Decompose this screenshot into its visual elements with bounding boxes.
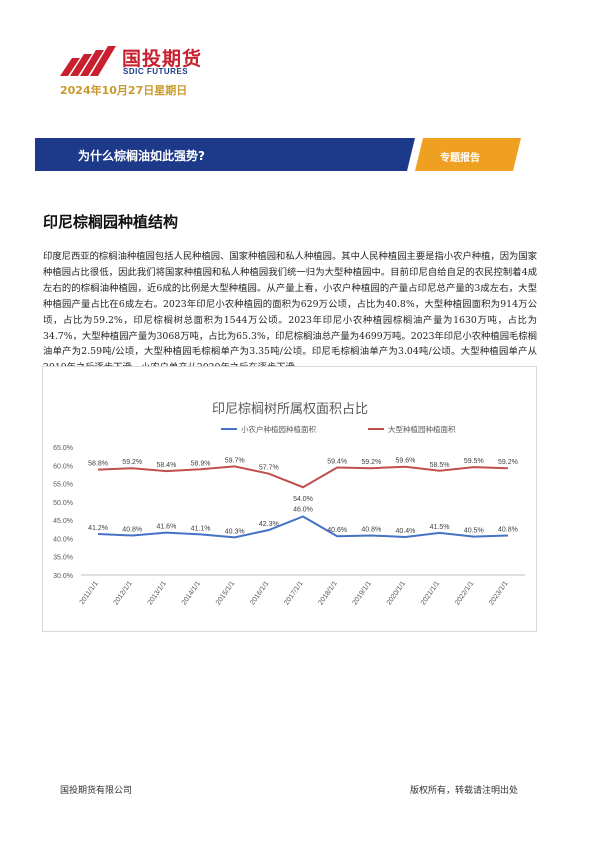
company-logo: 国投期货 SDIC FUTURES xyxy=(60,44,230,76)
report-title: 为什么棕榈油如此强势? xyxy=(78,149,205,163)
logo-chinese-name: 国投期货 xyxy=(122,48,203,70)
section-heading: 印尼棕榈园种植结构 xyxy=(43,213,179,231)
area-share-chart: 印尼棕榈树所属权面积占比小农户种植园种植面积 大型种植园种植面积 30.0% 35.0… xyxy=(42,366,537,632)
x-tick-label: 2012/1/1 xyxy=(113,580,134,606)
data-label: 59.5% xyxy=(464,458,484,465)
data-label: 40.6% xyxy=(327,527,347,534)
data-label: 42.3% xyxy=(259,521,279,528)
y-tick-label: 50.0% xyxy=(53,500,73,507)
data-label: 59.2% xyxy=(361,459,381,466)
data-label: 40.5% xyxy=(464,528,484,535)
data-label: 40.8% xyxy=(498,527,518,534)
legend-label-0: 小农户种植园种植面积 xyxy=(241,424,316,434)
y-tick-label: 65.0% xyxy=(53,445,73,452)
data-label: 40.8% xyxy=(361,527,381,534)
x-tick-label: 2021/1/1 xyxy=(420,580,441,606)
x-tick-label: 2016/1/1 xyxy=(249,580,270,606)
data-label: 59.2% xyxy=(122,459,142,466)
x-tick-label: 2023/1/1 xyxy=(488,580,509,606)
data-label: 59.2% xyxy=(498,459,518,466)
data-label: 57.7% xyxy=(259,465,279,472)
x-tick-label: 2014/1/1 xyxy=(181,580,202,606)
y-tick-label: 40.0% xyxy=(53,536,73,543)
x-tick-label: 2017/1/1 xyxy=(283,580,304,606)
report-type-tag: 专题报告 xyxy=(440,153,480,164)
footer-company: 国投期货有限公司 xyxy=(60,786,133,796)
legend-label-1: 大型种植园种植面积 xyxy=(388,424,456,434)
y-tick-label: 60.0% xyxy=(53,463,73,470)
data-label: 59.6% xyxy=(396,458,416,465)
logo-english-name: SDIC FUTURES xyxy=(123,67,189,76)
data-label: 41.2% xyxy=(88,525,108,532)
chart-title: 印尼棕榈树所属权面积占比 xyxy=(212,401,368,417)
data-label: 40.3% xyxy=(225,528,245,535)
data-label: 58.9% xyxy=(191,460,211,467)
data-label: 58.4% xyxy=(156,462,176,469)
data-label: 58.5% xyxy=(430,462,450,469)
footer-copyright: 版权所有，转载请注明出处 xyxy=(410,786,519,796)
data-label: 58.8% xyxy=(88,461,108,468)
data-label: 54.0% xyxy=(293,496,313,503)
sdic-logo-icon xyxy=(60,46,116,76)
section-paragraph: 印度尼西亚的棕榈油种植园包括人民种植园、国家种植园和私人种植园。其中人民种植园主… xyxy=(43,251,537,373)
data-label: 41.1% xyxy=(191,525,211,532)
x-tick-label: 2022/1/1 xyxy=(454,580,475,606)
x-tick-label: 2020/1/1 xyxy=(386,580,407,606)
data-label: 59.7% xyxy=(225,457,245,464)
series-line-0 xyxy=(98,515,508,539)
data-label: 40.4% xyxy=(396,528,416,535)
y-tick-label: 35.0% xyxy=(53,555,73,562)
series-line-1 xyxy=(98,465,508,489)
report-banner xyxy=(35,138,521,171)
data-label: 41.5% xyxy=(430,524,450,531)
x-tick-label: 2019/1/1 xyxy=(352,580,373,606)
y-tick-label: 45.0% xyxy=(53,518,73,525)
data-label: 46.0% xyxy=(293,506,313,513)
data-label: 40.8% xyxy=(122,527,142,534)
x-tick-label: 2015/1/1 xyxy=(215,580,236,606)
x-tick-label: 2013/1/1 xyxy=(147,580,168,606)
data-label: 41.6% xyxy=(156,524,176,531)
y-tick-label: 30.0% xyxy=(53,573,73,580)
x-tick-label: 2018/1/1 xyxy=(317,580,338,606)
report-date: 2024年10月27日星期日 xyxy=(60,84,188,97)
data-label: 59.4% xyxy=(327,458,347,465)
x-tick-label: 2011/1/1 xyxy=(79,580,100,606)
y-tick-label: 55.0% xyxy=(53,482,73,489)
